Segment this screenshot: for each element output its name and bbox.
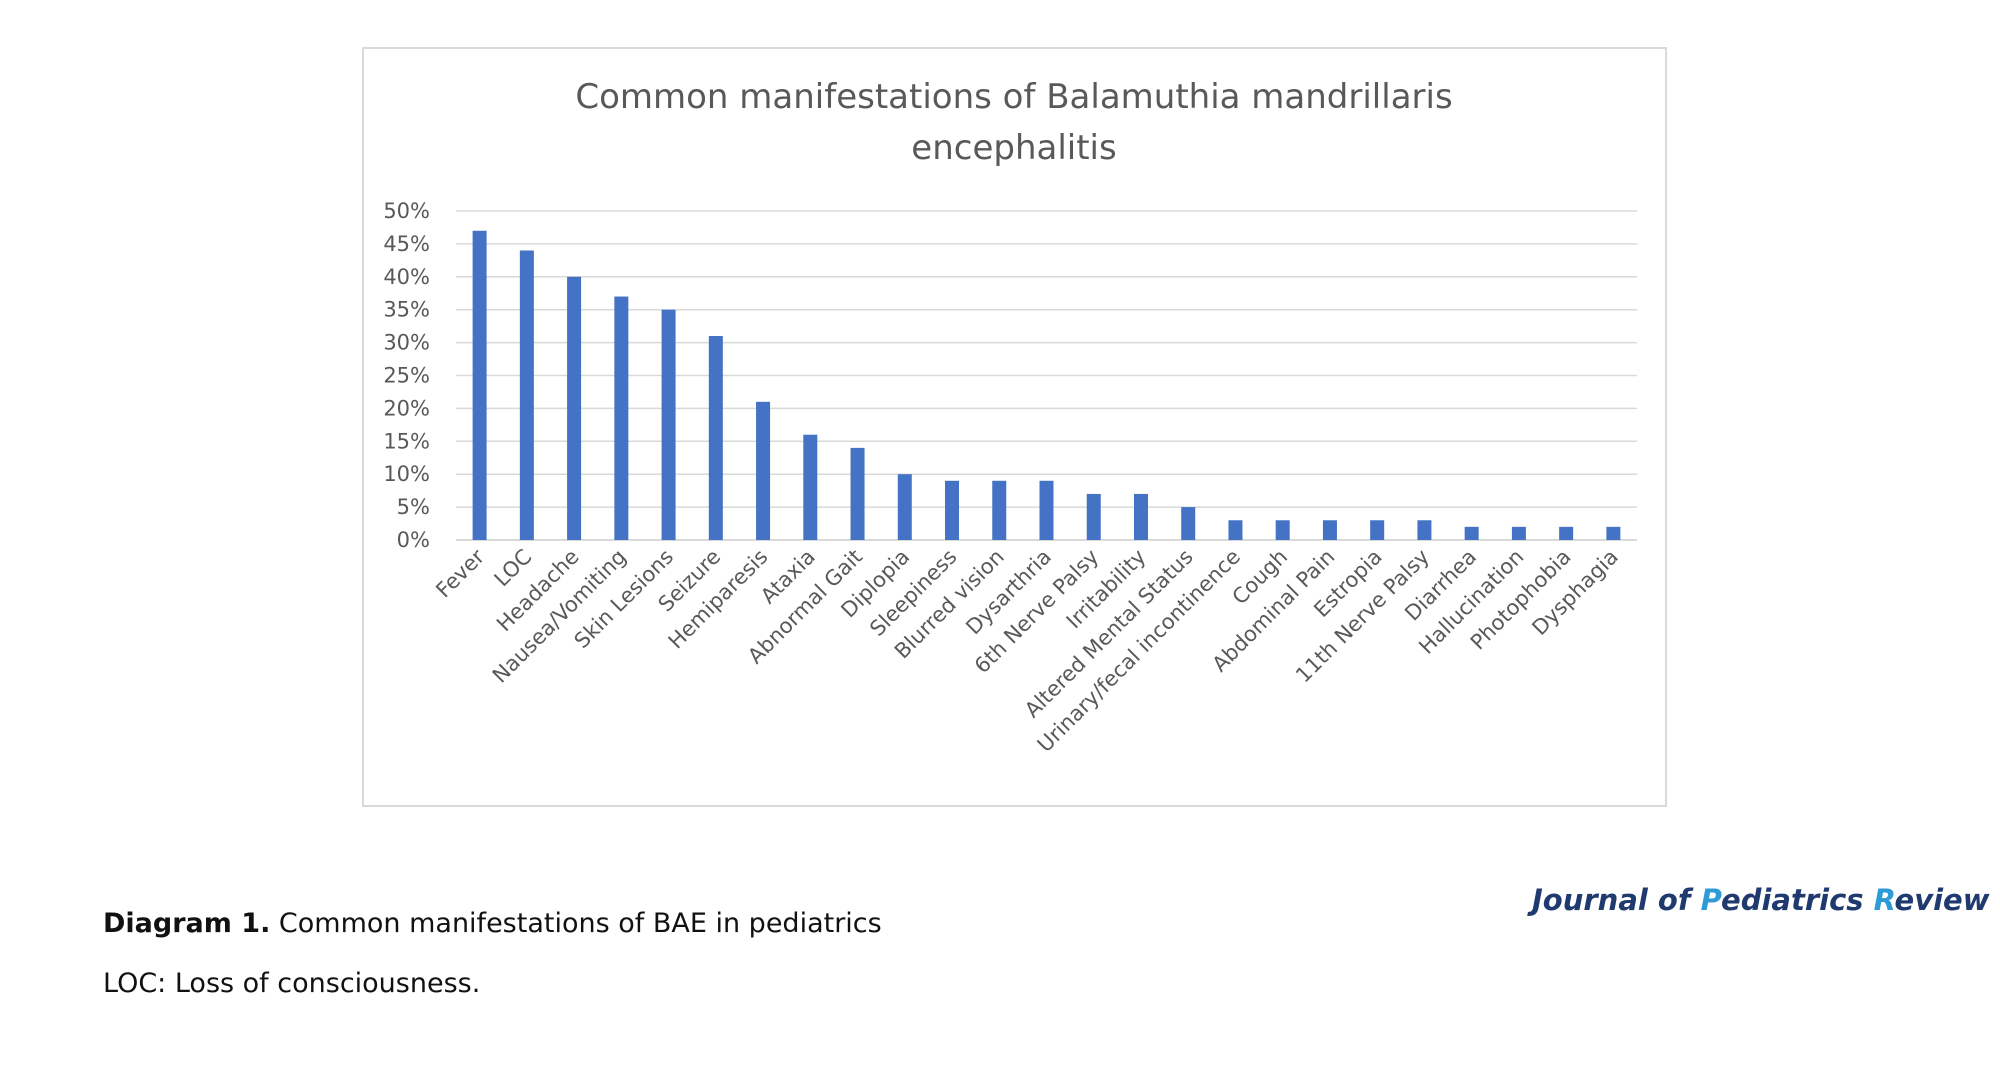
bar — [1464, 526, 1479, 540]
bar — [567, 276, 582, 540]
bar — [1511, 526, 1526, 540]
y-tick-label: 30% — [383, 331, 430, 355]
y-tick-label: 5% — [397, 495, 430, 519]
journal-logo-part-1: ournal of — [1542, 883, 1701, 917]
journal-logo-r: R — [1873, 883, 1895, 917]
bar — [1039, 480, 1054, 540]
y-tick-label: 10% — [383, 462, 430, 486]
bar — [519, 250, 534, 541]
bars — [472, 230, 1621, 541]
figure-caption: Diagram 1. Common manifestations of BAE … — [103, 908, 882, 939]
bar — [661, 309, 676, 540]
bar — [992, 480, 1007, 540]
caption-text: Common manifestations of BAE in pediatri… — [270, 908, 882, 939]
bar — [1181, 507, 1196, 540]
bar — [1228, 520, 1243, 540]
bar — [803, 434, 818, 540]
y-tick-label: 40% — [383, 265, 430, 289]
y-tick-label: 0% — [397, 528, 430, 552]
journal-logo-part-2: ediatrics — [1721, 883, 1874, 917]
bar — [1559, 526, 1574, 540]
y-tick-label: 15% — [383, 429, 430, 453]
y-axis-tick-labels: 0% 5% 10% 15% 20% 25% 30% 35% 40% 45% 50% — [383, 199, 430, 552]
y-tick-label: 35% — [383, 298, 430, 322]
bar — [897, 474, 912, 540]
bar — [1133, 493, 1148, 540]
bar — [756, 401, 771, 540]
bar — [1322, 520, 1337, 540]
bar — [472, 230, 487, 541]
chart-title-line-2: encephalitis — [911, 128, 1116, 168]
chart-title-line-1: Common manifestations of Balamuthia mand… — [575, 77, 1452, 117]
caption-label: Diagram 1. — [103, 908, 271, 939]
journal-logo: Journal of Pediatrics Review — [1532, 883, 1990, 917]
abbreviation-note: LOC: Loss of consciousness. — [103, 968, 481, 999]
bar — [1275, 520, 1290, 540]
bar — [614, 296, 629, 540]
y-tick-label: 45% — [383, 232, 430, 256]
bar — [1086, 493, 1101, 540]
bar — [1370, 520, 1385, 540]
bar — [945, 480, 960, 540]
bar — [850, 447, 865, 540]
journal-logo-j: J — [1532, 883, 1543, 917]
bar — [1606, 526, 1621, 540]
y-tick-label: 50% — [383, 199, 430, 223]
journal-logo-part-3: eview — [1894, 883, 1990, 917]
journal-logo-p: P — [1700, 883, 1722, 917]
y-tick-label: 25% — [383, 364, 430, 388]
y-tick-label: 20% — [383, 396, 430, 420]
bar — [1417, 520, 1432, 540]
bar — [708, 336, 723, 540]
